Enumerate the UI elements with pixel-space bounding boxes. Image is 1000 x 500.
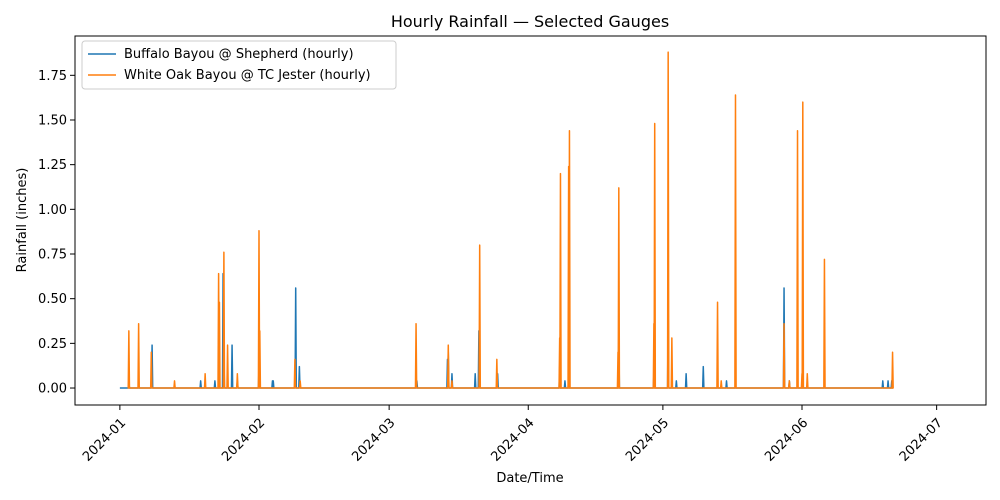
y-tick-label: 0.00 <box>38 382 67 397</box>
legend: Buffalo Bayou @ Shepherd (hourly) White … <box>81 40 397 90</box>
legend-label-white-oak-bayou: White Oak Bayou @ TC Jester (hourly) <box>124 68 371 83</box>
chart-title: Hourly Rainfall — Selected Gauges <box>391 12 669 31</box>
y-tick-label: 0.75 <box>38 248 67 263</box>
y-tick-label: 1.75 <box>38 69 67 84</box>
y-tick-label: 1.00 <box>38 203 67 218</box>
y-tick-label: 0.25 <box>38 337 67 352</box>
y-axis: 0.00 0.25 0.50 0.75 1.00 1.25 1.50 1.75 <box>38 69 75 397</box>
y-tick-label: 0.50 <box>38 292 67 307</box>
y-tick-label: 1.50 <box>38 113 67 128</box>
y-axis-label: Rainfall (inches) <box>15 168 30 273</box>
legend-box <box>81 40 397 90</box>
plot-frame <box>74 35 987 406</box>
series-layer <box>119 51 894 389</box>
legend-label-buffalo-bayou: Buffalo Bayou @ Shepherd (hourly) <box>124 47 354 62</box>
x-axis-label: Date/Time <box>496 471 563 486</box>
y-tick-label: 1.25 <box>38 158 67 173</box>
series-line-1 <box>127 51 894 389</box>
